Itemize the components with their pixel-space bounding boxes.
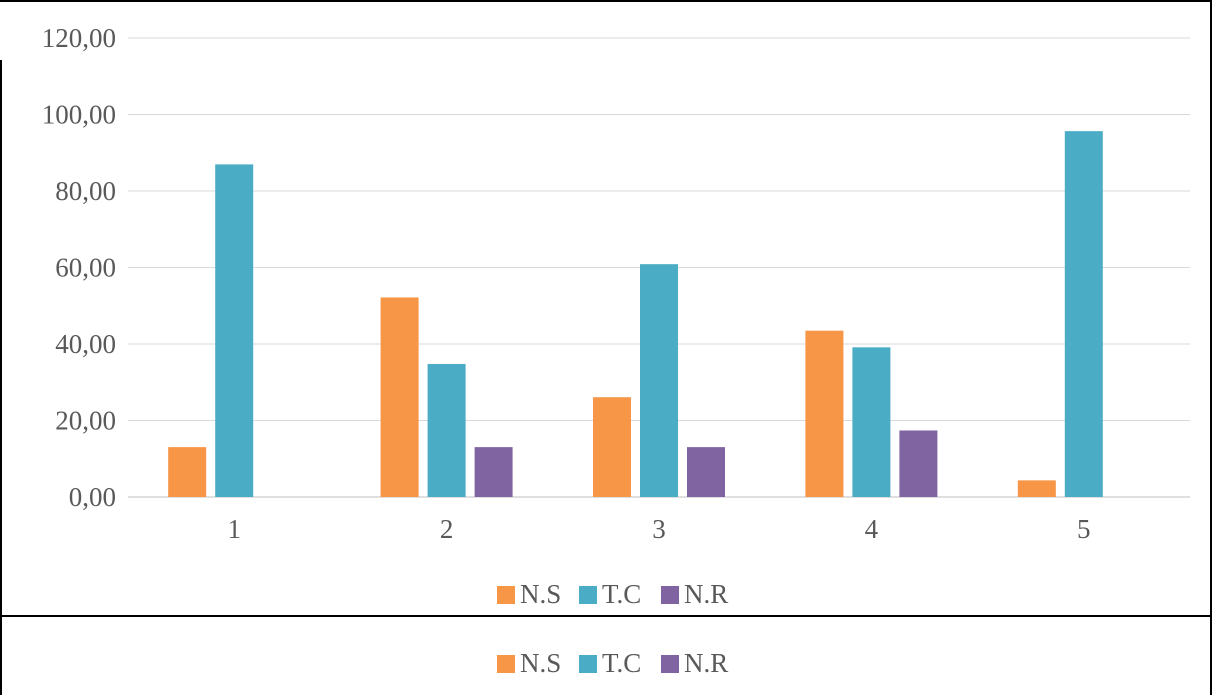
bar-ns-1: [168, 447, 207, 497]
legend-label: T.C: [602, 579, 641, 609]
bar-tc-2: [427, 363, 466, 497]
lower-frame: [0, 617, 1212, 695]
y-axis-ticks: 0,00 20,00 40,00 60,00 80,00 100,00 120,00: [42, 23, 116, 512]
bar-nr-4: [899, 430, 938, 497]
y-tick-label: 120,00: [42, 23, 116, 53]
y-tick-label: 100,00: [42, 100, 116, 130]
bar-ns-3: [593, 397, 631, 497]
x-axis-ticks: 1 2 3 4 5: [227, 514, 1090, 544]
bars: [168, 131, 1103, 498]
legend-swatch: [497, 655, 515, 673]
bar-ns-2: [380, 297, 419, 497]
legend-swatch: [579, 655, 597, 673]
legend-label: T.C: [602, 648, 641, 678]
bar-tc-5: [1064, 131, 1103, 498]
bar-nr-2: [474, 447, 513, 497]
legend-label: N.S: [520, 648, 561, 678]
bar-ns-5: [1017, 480, 1056, 497]
secondary-legend: N.S T.C N.R: [497, 648, 728, 678]
y-tick-label: 80,00: [55, 176, 116, 206]
y-tick-label: 60,00: [55, 253, 116, 283]
legend-label: N.R: [684, 579, 728, 609]
legend: N.S T.C N.R: [497, 579, 728, 609]
legend-swatch: [579, 586, 597, 604]
bar-tc-1: [215, 164, 254, 498]
x-tick-label: 2: [440, 514, 454, 544]
legend-label: N.S: [520, 579, 561, 609]
x-tick-label: 1: [227, 514, 241, 544]
bar-tc-3: [640, 264, 678, 497]
y-tick-label: 40,00: [55, 329, 116, 359]
x-tick-label: 5: [1077, 514, 1091, 544]
x-tick-label: 4: [865, 514, 879, 544]
x-tick-label: 3: [652, 514, 666, 544]
chart-frame: [0, 0, 1212, 617]
y-tick-label: 20,00: [55, 406, 116, 436]
bar-tc-4: [852, 347, 891, 497]
bar-nr-3: [687, 447, 725, 497]
frame-left-edge: [0, 60, 2, 620]
y-tick-label: 0,00: [69, 482, 116, 512]
legend-label: N.R: [684, 648, 728, 678]
legend-swatch: [497, 586, 515, 604]
legend-swatch: [661, 586, 679, 604]
legend-swatch: [661, 655, 679, 673]
bar-ns-4: [805, 330, 844, 497]
